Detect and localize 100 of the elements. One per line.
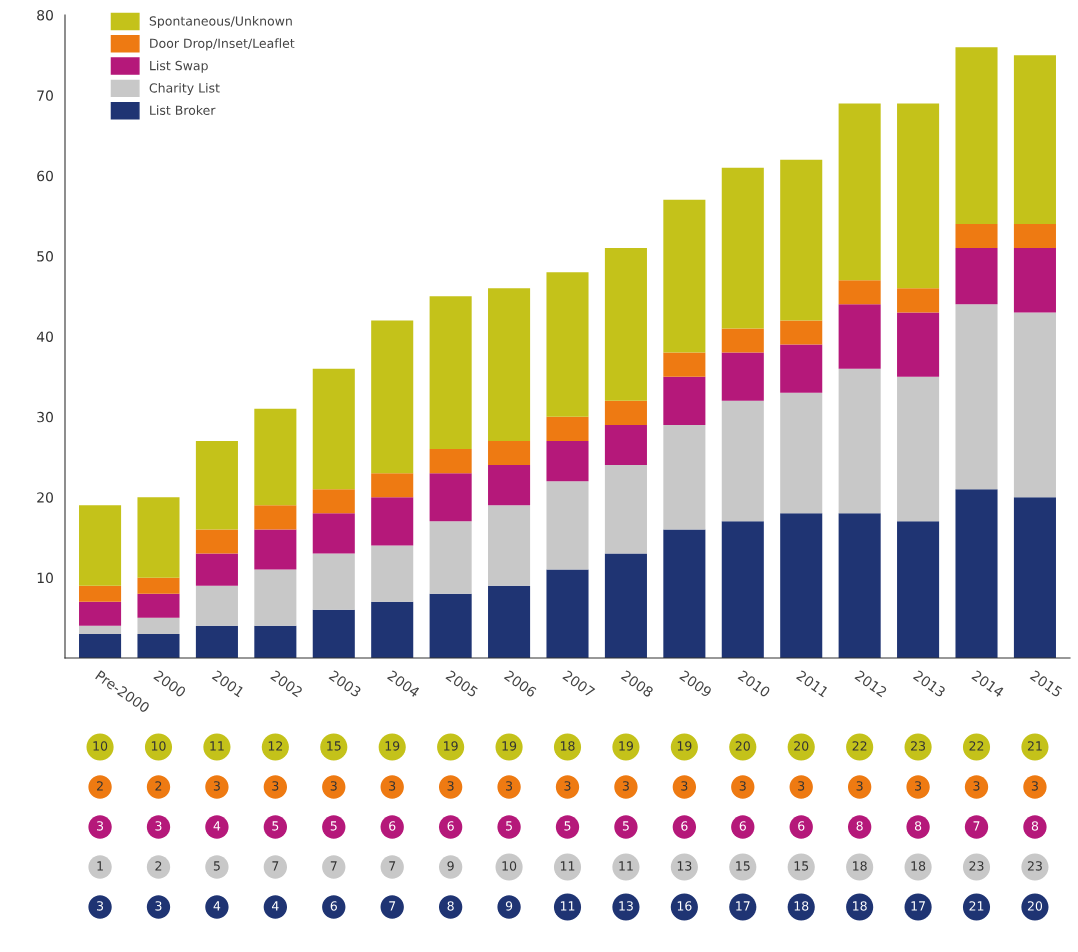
data-label: 3 [681, 781, 688, 791]
bar [429, 593, 472, 658]
data-label: 4 [271, 901, 279, 911]
bar [195, 625, 238, 658]
data-label: 18 [560, 741, 575, 751]
bar [79, 585, 122, 602]
y-tick-label: 10 [37, 572, 53, 584]
data-label: 3 [447, 781, 454, 791]
bar [312, 368, 355, 490]
data-label: 20 [794, 741, 809, 751]
y-tick-label: 50 [37, 251, 53, 262]
legend-label: Charity List [149, 82, 220, 96]
bar [897, 103, 940, 289]
bar [604, 553, 647, 658]
data-label: 3 [389, 781, 396, 791]
data-label: 10 [151, 741, 166, 751]
bar [780, 392, 823, 514]
bar [1013, 497, 1056, 658]
bar [254, 625, 297, 658]
data-label: 3 [155, 901, 162, 911]
data-label: 3 [155, 821, 162, 831]
y-tick-label: 70 [37, 90, 53, 101]
data-label: 3 [97, 821, 104, 831]
bar [1013, 248, 1056, 313]
data-label: 19 [385, 741, 400, 751]
data-label: 15 [794, 861, 809, 871]
bar [429, 449, 472, 474]
data-label: 7 [330, 861, 337, 871]
bar [897, 312, 940, 377]
bar [1013, 312, 1056, 498]
data-label: 3 [1031, 781, 1038, 791]
data-label: 3 [564, 781, 571, 791]
bar [721, 328, 764, 353]
bar [663, 376, 706, 425]
data-label: 8 [856, 821, 863, 831]
legend-label: List Swap [150, 60, 208, 73]
data-label: 3 [330, 781, 337, 791]
data-label: 23 [969, 861, 984, 871]
data-label: 8 [914, 821, 922, 831]
bar [897, 288, 940, 313]
data-label: 4 [213, 821, 221, 831]
bar [79, 633, 122, 658]
data-label: 20 [1027, 901, 1043, 911]
bar [546, 481, 589, 570]
bar [429, 473, 472, 522]
data-label: 6 [798, 821, 805, 831]
bar [546, 272, 589, 417]
bar [137, 577, 180, 594]
legend-label: Door Drop/Inset/Leaflet [150, 38, 295, 51]
bar [721, 400, 764, 522]
data-label: 7 [973, 821, 980, 831]
data-label: 6 [447, 821, 454, 831]
bar [79, 601, 122, 626]
data-label: 22 [969, 741, 984, 751]
data-label: 3 [622, 781, 629, 791]
y-tick-label: 30 [37, 411, 53, 423]
bar [955, 248, 998, 305]
bar [137, 497, 180, 578]
bar [429, 296, 472, 450]
bar [1013, 55, 1056, 224]
bar [546, 416, 589, 441]
bar [137, 617, 180, 634]
data-label: 2 [155, 861, 162, 871]
bar [721, 521, 764, 658]
data-label: 8 [447, 901, 454, 911]
data-label: 19 [677, 741, 692, 751]
data-label: 16 [677, 901, 692, 911]
bar [312, 489, 355, 514]
data-label: 4 [213, 901, 221, 911]
data-label: 7 [272, 861, 279, 871]
data-label: 17 [911, 901, 925, 911]
data-label: 18 [853, 861, 867, 871]
data-label: 3 [973, 781, 980, 791]
data-label: 7 [389, 901, 396, 911]
legend-label: Spontaneous/Unknown [149, 16, 292, 29]
bar [488, 288, 531, 441]
data-label: 3 [915, 781, 922, 791]
bar [488, 585, 531, 658]
data-label: 21 [969, 901, 984, 911]
data-label: 8 [1031, 821, 1039, 831]
bar [137, 593, 180, 618]
data-label: 17 [736, 901, 750, 911]
bar [312, 513, 355, 554]
bar [254, 529, 297, 570]
data-label: 19 [502, 741, 517, 751]
data-label: 5 [564, 821, 571, 831]
data-label: 7 [389, 861, 396, 871]
data-label: 5 [213, 861, 220, 871]
bar [254, 408, 297, 506]
bar [604, 424, 647, 466]
bar [1013, 223, 1056, 249]
data-label: 5 [330, 821, 337, 831]
data-label: 13 [677, 861, 692, 871]
y-tick-label: 80 [37, 9, 53, 21]
bar [955, 47, 998, 224]
data-label: 5 [506, 821, 512, 831]
data-label: 18 [794, 901, 809, 911]
bar [254, 569, 297, 626]
bar [955, 304, 998, 490]
bar [604, 400, 647, 425]
